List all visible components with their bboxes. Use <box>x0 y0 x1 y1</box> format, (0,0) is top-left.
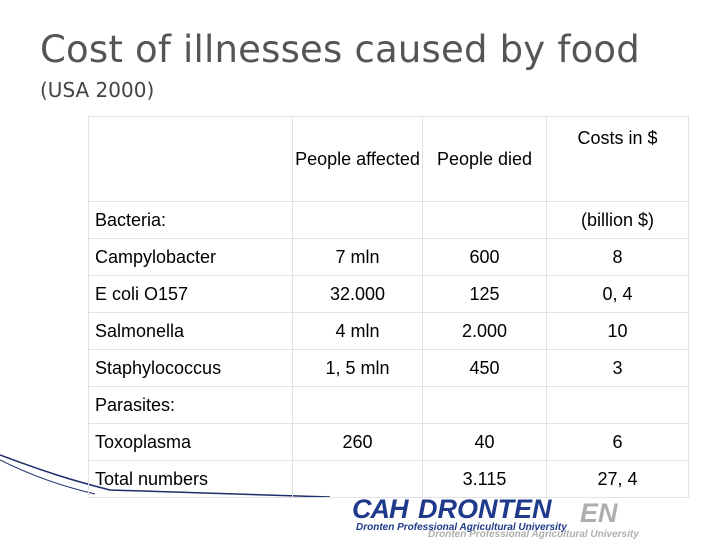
table-row: Campylobacter 7 mln 600 8 <box>88 238 689 276</box>
header-people-died: People died <box>422 116 547 202</box>
header-empty-cell <box>88 116 293 202</box>
costs-value: 10 <box>546 312 689 350</box>
row-name: Staphylococcus <box>88 349 293 387</box>
row-name: E coli O157 <box>88 275 293 313</box>
logo-tagline: Dronten Professional Agricultural Univer… <box>356 522 567 533</box>
header-costs: Costs in $ <box>546 116 689 202</box>
empty-cell <box>292 386 423 424</box>
costs-value: 8 <box>546 238 689 276</box>
people-died-value: 3.115 <box>422 460 547 498</box>
people-died-value: 125 <box>422 275 547 313</box>
logo-name-echo: EN <box>580 498 618 528</box>
people-affected-value: 260 <box>292 423 423 461</box>
header-people-affected: People affected <box>292 116 423 202</box>
row-name: Campylobacter <box>88 238 293 276</box>
table-row: Toxoplasma 260 40 6 <box>88 423 689 461</box>
people-affected-value: 7 mln <box>292 238 423 276</box>
table-row-total: Total numbers 3.115 27, 4 <box>88 460 689 498</box>
costs-value: 3 <box>546 349 689 387</box>
section-row-parasites: Parasites: <box>88 386 689 424</box>
section-label-bacteria: Bacteria: <box>88 201 293 239</box>
logo-mark: CAH <box>352 494 408 524</box>
table-row: E coli O157 32.000 125 0, 4 <box>88 275 689 313</box>
people-died-value: 40 <box>422 423 547 461</box>
table-row: Staphylococcus 1, 5 mln 450 3 <box>88 349 689 387</box>
empty-cell <box>292 201 423 239</box>
people-affected-value: 32.000 <box>292 275 423 313</box>
table-row: Salmonella 4 mln 2.000 10 <box>88 312 689 350</box>
section-row-bacteria: Bacteria: (billion $) <box>88 201 689 239</box>
cah-dronten-logo: CAH DRONTEN EN Dronten Professional Agri… <box>352 494 652 540</box>
costs-value: 0, 4 <box>546 275 689 313</box>
page-title: Cost of illnesses caused by food <box>40 28 640 71</box>
empty-cell <box>422 386 547 424</box>
row-name: Salmonella <box>88 312 293 350</box>
illness-cost-table: People affected People died Costs in $ B… <box>88 116 689 498</box>
people-died-value: 600 <box>422 238 547 276</box>
people-affected-value: 1, 5 mln <box>292 349 423 387</box>
costs-value: 27, 4 <box>546 460 689 498</box>
empty-cell <box>546 386 689 424</box>
logo-tagline-echo: Dronten Professional Agricultural Univer… <box>428 529 639 540</box>
section-label-parasites: Parasites: <box>88 386 293 424</box>
people-died-value: 450 <box>422 349 547 387</box>
row-name: Toxoplasma <box>88 423 293 461</box>
people-affected-value: 4 mln <box>292 312 423 350</box>
header-row: People affected People died Costs in $ <box>88 116 689 202</box>
costs-unit-label: (billion $) <box>546 201 689 239</box>
people-affected-value <box>292 460 423 498</box>
logo-name: DRONTEN <box>418 494 552 524</box>
empty-cell <box>422 201 547 239</box>
costs-value: 6 <box>546 423 689 461</box>
row-name: Total numbers <box>88 460 293 498</box>
people-died-value: 2.000 <box>422 312 547 350</box>
page-subtitle: (USA 2000) <box>40 78 155 102</box>
